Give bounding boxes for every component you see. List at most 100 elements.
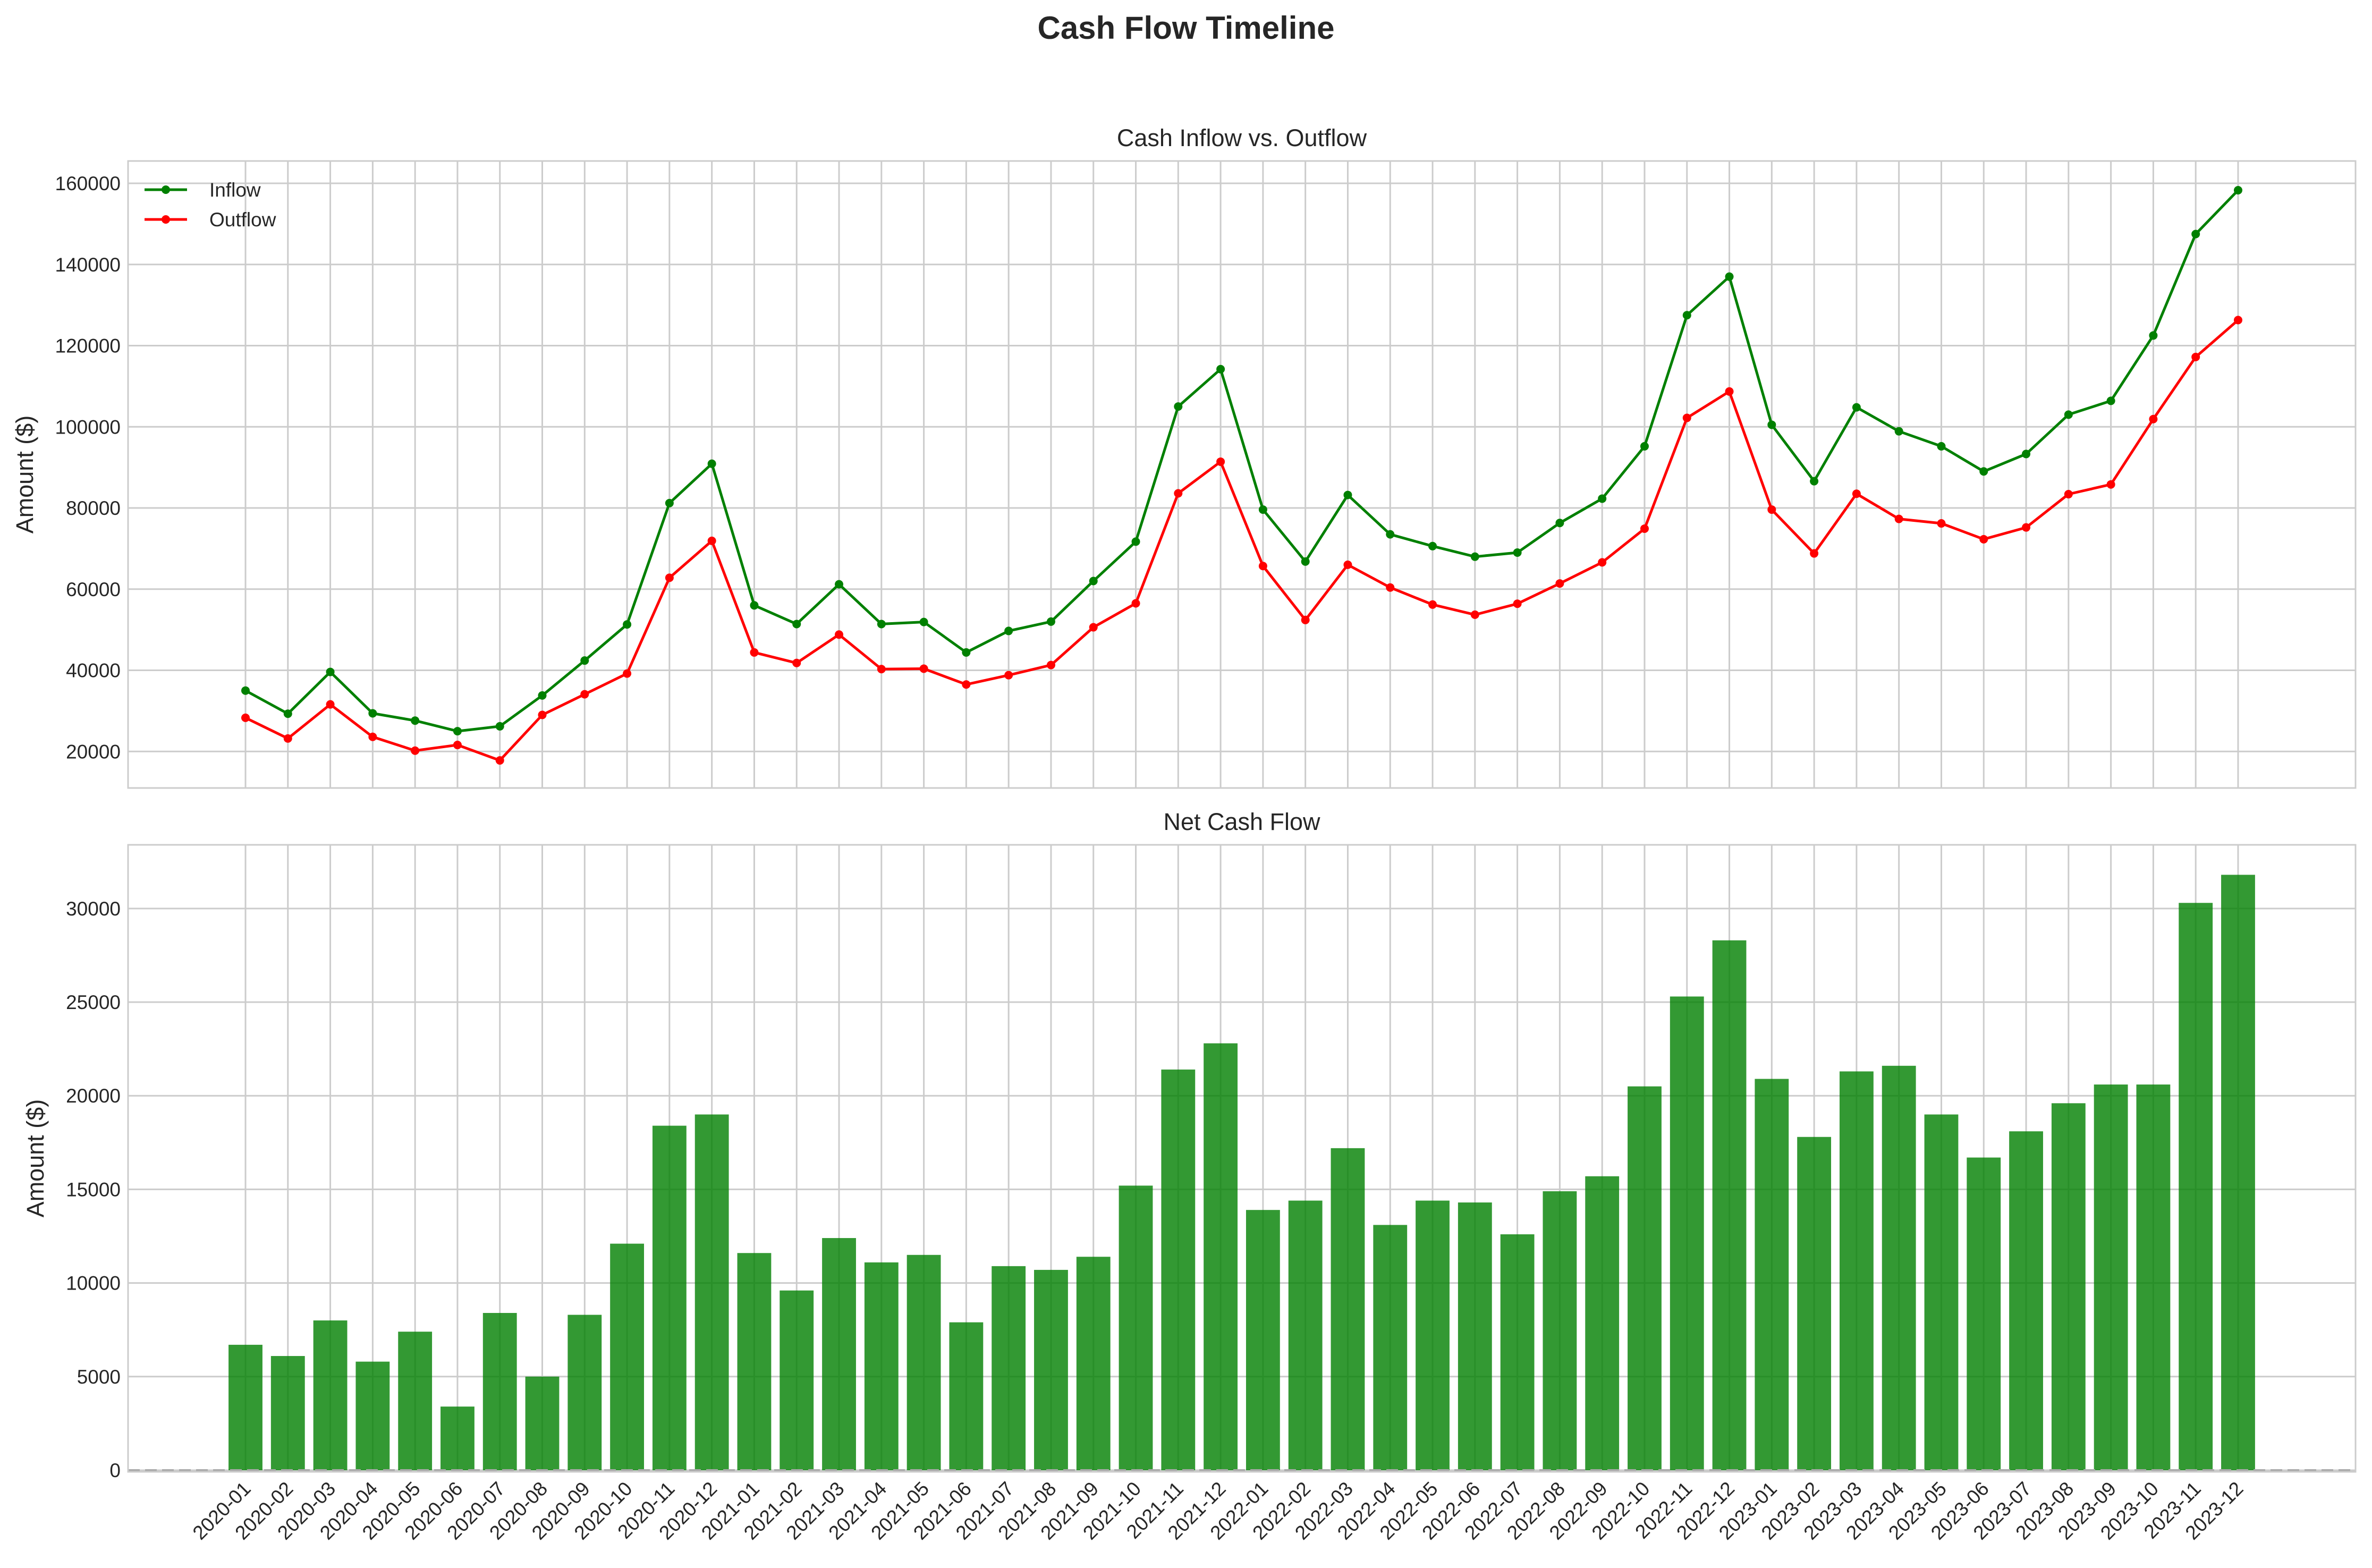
inflow-point xyxy=(1386,530,1395,539)
inflow-point xyxy=(835,580,844,589)
inflow-point xyxy=(1046,617,1055,626)
top-y-tick-label: 80000 xyxy=(66,497,121,519)
outflow-point xyxy=(326,700,335,709)
outflow-point xyxy=(877,665,886,674)
net-cash-flow-bar xyxy=(1458,1202,1492,1470)
figure-title: Cash Flow Timeline xyxy=(1037,10,1334,46)
outflow-point xyxy=(1598,558,1607,567)
inflow-point xyxy=(580,656,589,665)
net-cash-flow-bar xyxy=(525,1376,560,1470)
inflow-point xyxy=(1555,519,1564,528)
bottom-y-tick-label: 30000 xyxy=(66,898,121,920)
outflow-point xyxy=(1852,489,1861,498)
inflow-point xyxy=(1937,442,1946,451)
top-y-tick-label: 40000 xyxy=(66,660,121,682)
outflow-point xyxy=(2191,352,2200,361)
top-series-group xyxy=(241,185,2242,765)
bottom-bars-group xyxy=(228,875,2255,1470)
bottom-y-tick-label: 25000 xyxy=(66,991,121,1013)
outflow-line xyxy=(244,319,2239,762)
outflow-point xyxy=(2233,316,2242,325)
net-cash-flow-bar xyxy=(1924,1114,1959,1470)
inflow-point xyxy=(1598,494,1607,503)
net-cash-flow-bar xyxy=(1755,1079,1789,1470)
inflow-point xyxy=(1894,427,1903,436)
outflow-point xyxy=(1682,413,1691,422)
net-cash-flow-bar xyxy=(992,1266,1026,1470)
bottom-y-tick-label: 20000 xyxy=(66,1085,121,1107)
outflow-point xyxy=(2149,414,2158,423)
inflow-point xyxy=(2149,331,2158,340)
inflow-point xyxy=(1174,402,1183,411)
inflow-point xyxy=(919,617,928,626)
inflow-point xyxy=(2064,410,2073,419)
net-cash-flow-bar xyxy=(2136,1084,2171,1470)
bottom-y-tick-label: 0 xyxy=(109,1460,121,1481)
outflow-point xyxy=(241,713,250,722)
inflow-point xyxy=(1513,548,1522,557)
outflow-point xyxy=(2106,480,2115,489)
inflow-point xyxy=(877,620,886,629)
net-cash-flow-bar xyxy=(1543,1191,1577,1470)
net-cash-flow-bar xyxy=(1797,1137,1832,1470)
top-gridlines xyxy=(128,161,2356,788)
outflow-point xyxy=(538,710,547,719)
net-cash-flow-bar xyxy=(1246,1210,1280,1470)
top-chart-title: Cash Inflow vs. Outflow xyxy=(1117,124,1367,151)
outflow-point xyxy=(2022,523,2031,532)
inflow-point xyxy=(1131,537,1140,546)
net-cash-flow-bar xyxy=(1670,996,1704,1470)
top-y-tick-label: 100000 xyxy=(55,416,121,438)
outflow-point xyxy=(665,573,674,582)
net-cash-flow-bar xyxy=(1288,1200,1323,1470)
net-cash-flow-bar xyxy=(228,1344,262,1470)
net-cash-flow-bar xyxy=(1416,1200,1450,1470)
outflow-point xyxy=(283,734,292,743)
inflow-point xyxy=(453,727,462,736)
outflow-point xyxy=(1343,560,1352,569)
inflow-point xyxy=(2106,396,2115,405)
top-plot-area xyxy=(128,161,2356,788)
top-y-tick-label: 140000 xyxy=(55,254,121,276)
net-cash-flow-bar xyxy=(1882,1065,1916,1470)
outflow-point xyxy=(1046,660,1055,669)
bottom-y-tick-label: 15000 xyxy=(66,1179,121,1200)
net-cash-flow-bar xyxy=(1331,1148,1365,1470)
bottom-y-tick-labels: 0 5000 10000 15000 20000 25000 30000 xyxy=(66,898,121,1481)
outflow-point xyxy=(580,690,589,699)
top-y-tick-label: 20000 xyxy=(66,741,121,762)
legend: Inflow Outflow xyxy=(145,179,276,231)
outflow-point xyxy=(1640,524,1649,533)
bottom-plot-frame xyxy=(127,844,2357,1473)
inflow-point xyxy=(750,601,759,610)
inflow-point xyxy=(1640,442,1649,451)
legend-outflow-marker xyxy=(162,215,170,224)
inflow-point xyxy=(1682,311,1691,320)
legend-inflow-label: Inflow xyxy=(209,179,261,201)
net-cash-flow-bar xyxy=(949,1322,984,1470)
inflow-point xyxy=(2233,185,2242,194)
inflow-point xyxy=(2191,230,2200,239)
outflow-point xyxy=(1725,387,1734,396)
inflow-point xyxy=(1343,490,1352,499)
inflow-point xyxy=(1258,505,1267,514)
top-y-tick-label: 120000 xyxy=(55,335,121,357)
net-cash-flow-bar xyxy=(1161,1069,1196,1470)
net-cash-flow-bar xyxy=(822,1238,856,1470)
top-y-tick-labels: 20000 40000 60000 80000 100000 120000 140000 16… xyxy=(55,173,121,762)
net-cash-flow-bar xyxy=(652,1125,687,1470)
inflow-point xyxy=(707,459,716,468)
inflow-point xyxy=(665,498,674,507)
inflow-line xyxy=(244,189,2239,733)
inflow-point xyxy=(326,667,335,676)
top-y-tick-label: 60000 xyxy=(66,579,121,600)
outflow-point xyxy=(1428,600,1437,609)
inflow-point xyxy=(411,716,420,725)
net-cash-flow-bar xyxy=(1119,1185,1153,1470)
inflow-point xyxy=(1852,403,1861,412)
outflow-point xyxy=(623,669,632,678)
net-cash-flow-bar xyxy=(780,1290,814,1470)
outflow-point xyxy=(1216,457,1225,466)
inflow-point xyxy=(1979,467,1988,476)
